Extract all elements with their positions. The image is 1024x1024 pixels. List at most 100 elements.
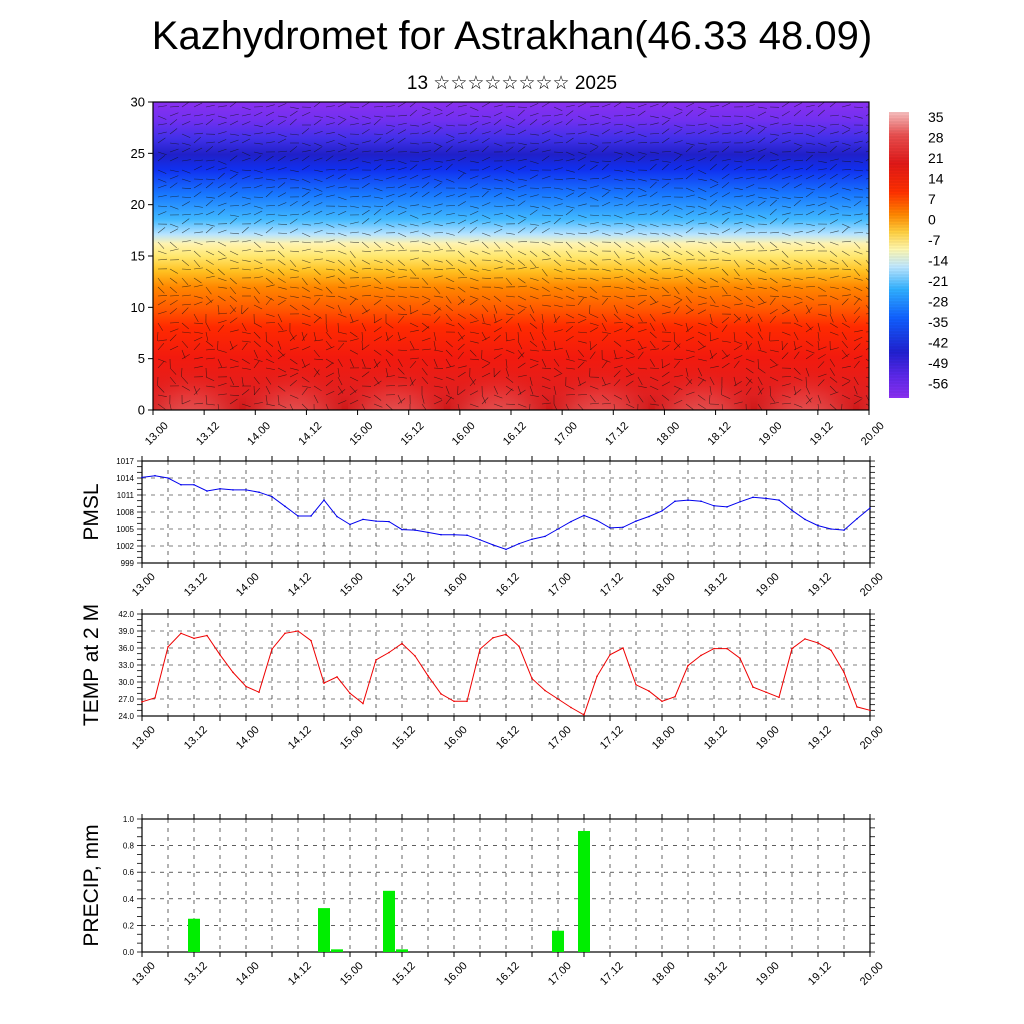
wind-arrow <box>697 358 707 362</box>
wind-arrow <box>325 403 329 410</box>
data-point <box>505 548 507 551</box>
wind-arrow <box>865 212 869 216</box>
wind-arrow <box>457 268 465 276</box>
x-tick-label: 17.12 <box>603 420 631 448</box>
y-tick-label: 999 <box>121 559 135 568</box>
wind-arrow <box>769 218 778 225</box>
wind-arrow <box>169 128 178 135</box>
data-point <box>219 654 221 656</box>
wind-arrow <box>241 121 251 126</box>
wind-arrow <box>289 200 298 207</box>
data-point <box>544 535 546 538</box>
wind-arrow <box>457 351 464 360</box>
wind-arrow <box>829 403 837 410</box>
wind-arrow <box>289 347 299 351</box>
wind-arrow <box>157 343 165 351</box>
wind-arrow <box>277 286 287 290</box>
wind-arrow <box>721 286 728 295</box>
wind-arrow <box>157 286 165 294</box>
wind-arrow <box>865 169 869 171</box>
wind-arrow <box>649 191 658 198</box>
wind-arrow <box>685 187 695 192</box>
wind-arrow <box>661 115 671 120</box>
wind-arrow <box>505 232 515 235</box>
wind-arrow <box>517 349 524 358</box>
data-point <box>635 520 637 522</box>
y-tick-label: 10 <box>131 300 145 315</box>
wind-arrow <box>229 277 237 285</box>
wind-arrow <box>265 111 275 117</box>
wind-arrow <box>853 286 863 291</box>
wind-arrow <box>829 241 839 246</box>
wind-arrow <box>277 322 284 331</box>
wind-arrow <box>373 299 382 306</box>
wind-arrow <box>193 385 198 395</box>
data-point <box>531 677 533 680</box>
x-tick-label: 14.12 <box>286 724 314 752</box>
wind-arrow <box>277 133 287 137</box>
data-point <box>310 515 312 517</box>
wind-arrow <box>469 115 480 117</box>
wind-arrow <box>445 322 455 327</box>
data-point <box>505 633 507 636</box>
wind-arrow <box>757 259 767 265</box>
wind-arrow <box>853 115 863 119</box>
wind-arrow <box>385 367 389 377</box>
wind-arrow <box>481 277 492 279</box>
data-point <box>388 520 390 523</box>
wind-arrow <box>241 202 251 207</box>
wind-arrow <box>637 232 647 236</box>
wind-arrow <box>733 259 740 268</box>
wind-arrow <box>409 160 420 162</box>
wind-arrow <box>745 343 753 351</box>
data-point <box>271 495 273 498</box>
wind-arrow <box>601 160 612 162</box>
wind-arrow <box>457 139 467 144</box>
wind-arrow <box>337 186 347 189</box>
wind-arrow <box>421 157 431 162</box>
wind-arrow <box>193 132 204 135</box>
wind-arrow <box>181 349 186 359</box>
x-tick-label: 15.12 <box>399 420 427 448</box>
wind-arrow <box>493 205 504 208</box>
wind-arrow <box>217 295 226 302</box>
wind-arrow <box>589 164 598 171</box>
data-point <box>219 487 221 490</box>
wind-arrow <box>505 178 515 184</box>
wind-arrow <box>685 102 695 108</box>
wind-arrow <box>529 313 536 322</box>
wind-arrow <box>181 400 191 405</box>
wind-arrow <box>169 228 179 234</box>
wind-arrow <box>709 277 719 283</box>
wind-arrow <box>649 158 659 162</box>
wind-arrow <box>205 367 207 378</box>
wind-arrow <box>433 249 443 252</box>
wind-arrow <box>229 173 238 180</box>
wind-arrow <box>745 124 755 129</box>
x-tick-label: 14.12 <box>286 571 314 599</box>
wind-arrow <box>769 249 779 252</box>
wind-arrow <box>301 142 311 147</box>
data-point <box>687 499 689 501</box>
wind-arrow <box>469 320 479 324</box>
wind-arrow <box>205 331 209 341</box>
wind-arrow <box>805 397 813 405</box>
wind-arrow <box>157 331 159 342</box>
wind-arrow <box>685 145 693 153</box>
wind-arrow <box>397 316 405 324</box>
wind-arrow <box>853 297 861 306</box>
wind-arrow <box>829 322 838 328</box>
wind-arrow <box>481 175 491 180</box>
wind-arrow <box>721 349 729 358</box>
wind-arrow <box>529 205 539 208</box>
wind-arrow <box>337 277 345 285</box>
wind-arrow <box>373 241 381 249</box>
wind-arrow <box>229 267 239 270</box>
wind-arrow <box>529 304 535 314</box>
wind-arrow <box>253 304 263 310</box>
wind-arrow <box>565 394 576 396</box>
precip-bar <box>578 830 590 952</box>
wind-arrow <box>661 196 672 198</box>
wind-arrow <box>409 240 419 243</box>
wind-arrow <box>517 389 526 396</box>
